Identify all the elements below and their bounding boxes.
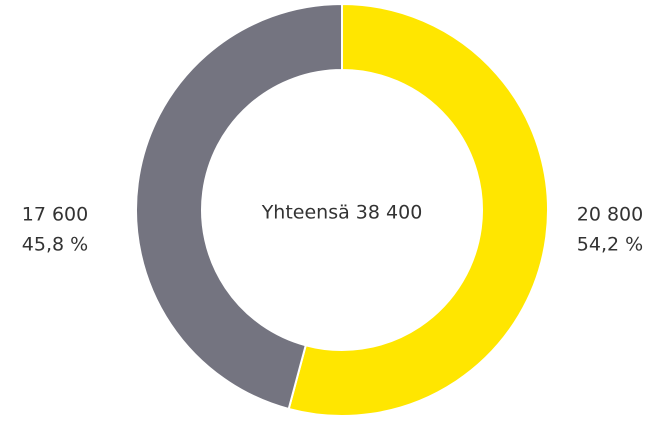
center-label: Yhteensä 38 400 [261, 202, 423, 224]
value-label: 20 800 [577, 204, 643, 226]
donut-slice [135, 2, 343, 411]
donut-slice [287, 2, 549, 417]
percentage-label: 54,2 % [577, 234, 643, 256]
value-label: 17 600 [22, 204, 88, 226]
percentage-label: 45,8 % [22, 234, 88, 256]
